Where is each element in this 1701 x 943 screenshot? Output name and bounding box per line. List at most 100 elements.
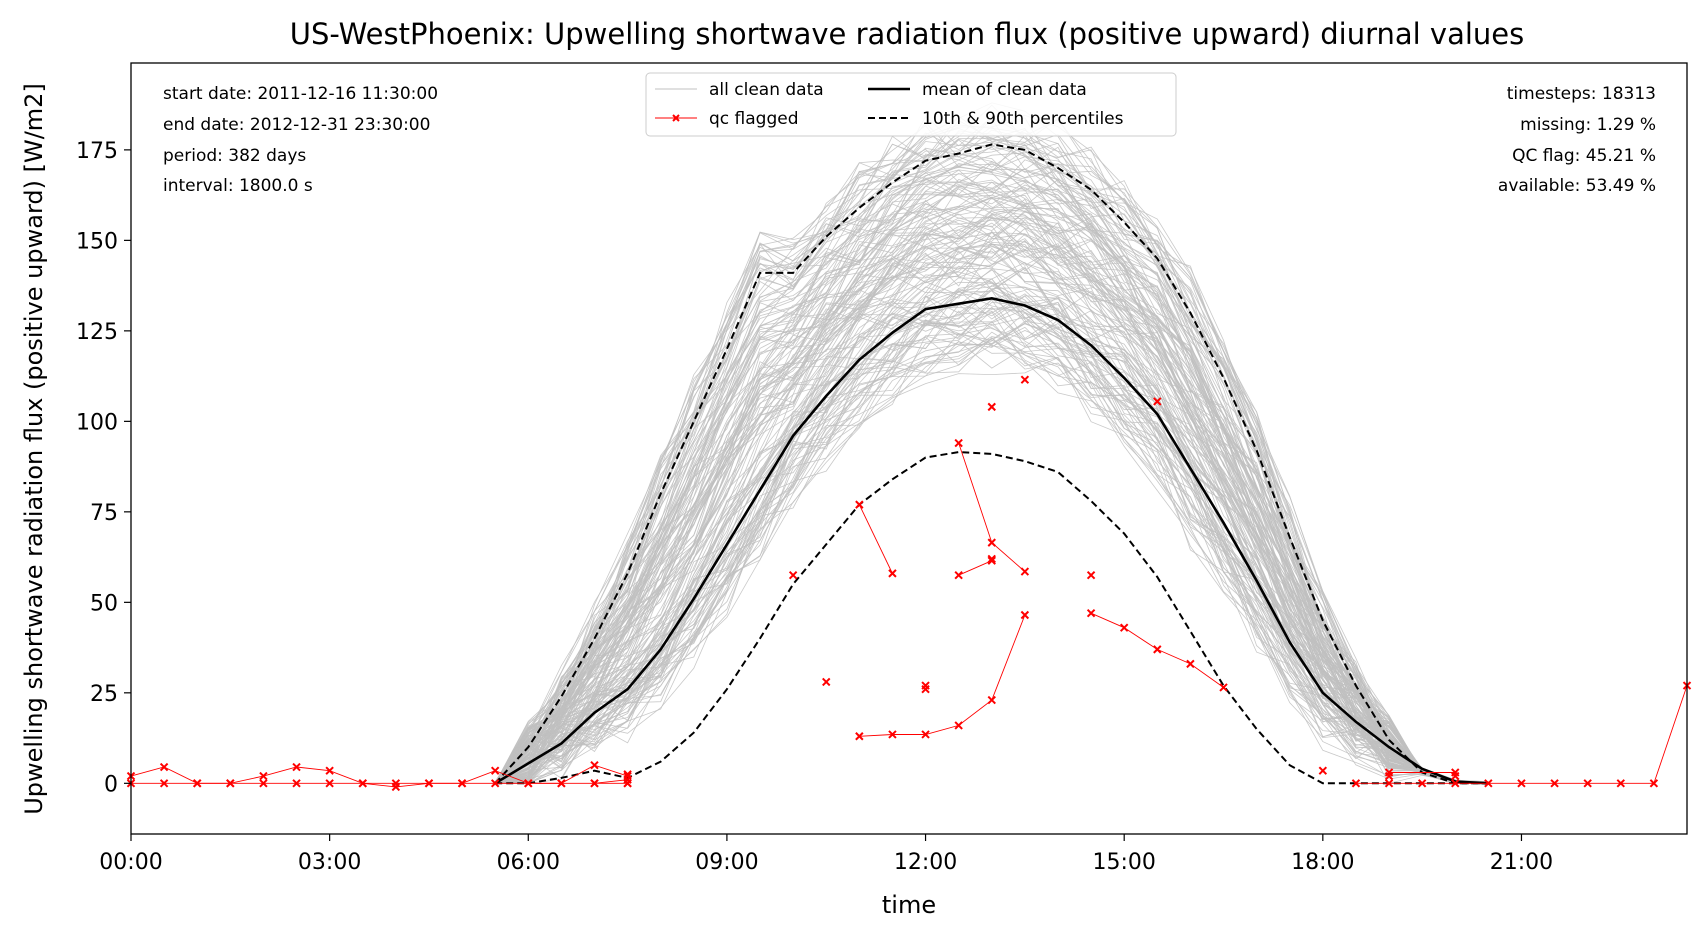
clean-data-line: [495, 289, 1489, 784]
x-tick-label: 06:00: [497, 850, 560, 875]
qc-marker: [193, 779, 202, 788]
legend-label-qc: qc flagged: [709, 109, 799, 129]
info-timesteps: timesteps: 18313: [1507, 84, 1656, 104]
info-qc-flag: QC flag: 45.21 %: [1512, 146, 1656, 166]
qc-marker: [259, 779, 268, 788]
qc-marker: [1153, 397, 1162, 406]
qc-marker: [1318, 766, 1328, 775]
qc-flagged-series: [126, 375, 1692, 792]
qc-marker: [888, 730, 897, 739]
qc-marker: [1616, 779, 1625, 788]
qc-marker: [226, 779, 235, 788]
qc-flagged-line: [858, 504, 893, 574]
clean-data-line: [495, 323, 1489, 784]
info-period: period: 382 days: [163, 146, 306, 166]
clean-data-line: [494, 258, 1489, 784]
info-start-date: start date: 2011-12-16 11:30:00: [163, 84, 438, 104]
qc-marker: [954, 570, 963, 580]
info-end-date: end date: 2012-12-31 23:30:00: [163, 115, 430, 135]
clean-data-line: [495, 310, 1489, 784]
x-axis-label: time: [882, 891, 936, 919]
qc-flagged-line: [859, 614, 1026, 737]
qc-marker: [987, 554, 996, 564]
clean-data-line: [494, 139, 1489, 784]
qc-marker: [1451, 779, 1460, 788]
qc-marker: [590, 761, 599, 770]
qc-marker: [1020, 610, 1030, 620]
qc-marker: [954, 438, 963, 448]
info-available: available: 53.49 %: [1498, 176, 1656, 196]
qc-marker: [1451, 771, 1460, 781]
clean-data-line: [495, 163, 1489, 784]
clean-data-line: [494, 217, 1489, 783]
qc-marker: [1484, 779, 1493, 788]
clean-data-line: [495, 336, 1489, 784]
qc-marker: [1219, 683, 1228, 692]
qc-marker: [490, 779, 500, 788]
qc-flagged-line: [594, 779, 628, 784]
qc-marker: [921, 730, 930, 739]
y-axis-label: Upwelling shortwave radiation flux (posi…: [20, 83, 48, 815]
qc-marker: [557, 779, 566, 788]
qc-marker: [325, 779, 334, 788]
x-tick-label: 03:00: [298, 850, 361, 875]
y-tick-label: 50: [90, 591, 118, 616]
clean-data-line: [495, 232, 1489, 784]
x-tick-label: 12:00: [894, 850, 957, 875]
percentile-90-line: [494, 143, 1489, 785]
qc-marker: [855, 500, 864, 509]
qc-marker: [987, 402, 996, 412]
info-left: start date: 2011-12-16 11:30:00 end date…: [163, 84, 438, 196]
clean-data-line: [494, 168, 1489, 784]
mean-line: [494, 296, 1489, 785]
y-tick-label: 175: [76, 139, 118, 164]
qc-marker: [292, 762, 301, 772]
percentile-10-line: [495, 451, 1489, 785]
qc-marker: [159, 779, 169, 788]
qc-flagged-line: [958, 560, 992, 576]
clean-data-lines: [494, 102, 1489, 784]
clean-data-line: [495, 245, 1489, 784]
x-tick-label: 15:00: [1092, 850, 1155, 875]
clean-data-line: [494, 229, 1489, 784]
qc-marker: [1583, 779, 1592, 788]
info-missing: missing: 1.29 %: [1520, 115, 1656, 135]
clean-data-line: [494, 128, 1489, 784]
qc-marker: [457, 779, 467, 788]
clean-data-line: [495, 198, 1489, 784]
clean-data-line: [494, 186, 1489, 784]
qc-marker: [987, 556, 996, 565]
clean-data-line: [495, 247, 1489, 784]
qc-marker: [987, 695, 996, 705]
info-interval: interval: 1800.0 s: [163, 176, 313, 196]
qc-marker: [1550, 779, 1559, 788]
qc-marker: [1020, 375, 1030, 384]
x-tick-label: 00:00: [99, 850, 162, 875]
qc-marker: [1119, 623, 1129, 632]
qc-marker: [623, 779, 632, 788]
clean-data-line: [495, 181, 1489, 784]
qc-marker: [1086, 608, 1096, 618]
clean-data-line: [495, 261, 1489, 784]
mean-and-percentile-lines: [494, 143, 1489, 785]
clean-data-line: [495, 196, 1489, 784]
qc-marker: [292, 779, 301, 788]
y-tick-label: 150: [76, 229, 118, 254]
qc-marker: [325, 766, 334, 775]
clean-data-line: [494, 185, 1489, 784]
qc-marker: [1153, 645, 1162, 654]
qc-flagged-line: [1388, 772, 1456, 777]
clean-data-line: [494, 316, 1489, 784]
clean-data-line: [495, 322, 1489, 784]
qc-marker: [822, 677, 831, 687]
qc-marker: [1517, 779, 1526, 788]
qc-marker: [259, 771, 268, 781]
legend-swatch-qc-marker: [672, 114, 680, 122]
info-right: timesteps: 18313 missing: 1.29 % QC flag…: [1498, 84, 1656, 196]
legend-label-mean: mean of clean data: [922, 80, 1087, 100]
qc-marker: [921, 685, 930, 694]
clean-data-line: [495, 357, 1489, 784]
qc-marker: [1186, 659, 1195, 669]
qc-marker: [1351, 779, 1361, 788]
